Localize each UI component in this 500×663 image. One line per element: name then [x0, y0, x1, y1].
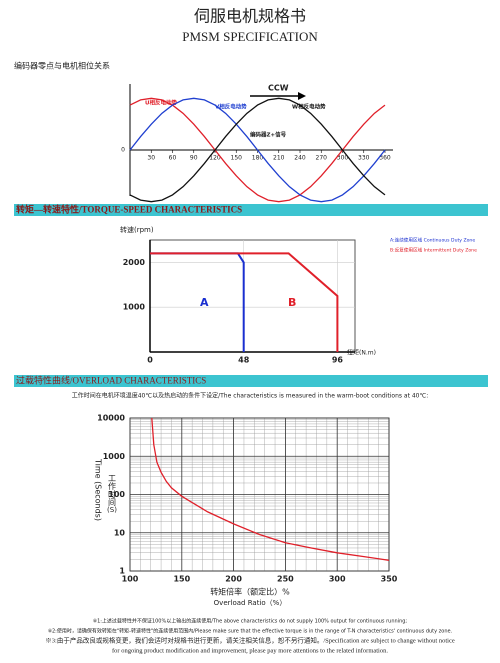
x-tick-label: 120	[209, 155, 221, 162]
y-tick-label: 2000	[123, 258, 146, 267]
x-tick-label: 200	[225, 575, 242, 584]
footnote: ※2:使用时，请确保有效转矩在"转矩-转速特性"的连续使用范围内/Please …	[48, 628, 453, 635]
y-tick-label: 10000	[97, 414, 125, 423]
x-tick-label: 350	[381, 575, 398, 584]
x-tick-label: 300	[337, 155, 349, 162]
x-tick-label: 96	[332, 356, 344, 365]
x-tick-label: 100	[122, 575, 139, 584]
x-tick-label: 300	[329, 575, 346, 584]
x-tick-label: 150	[173, 575, 190, 584]
series-line	[151, 417, 390, 561]
section-heading: 编码器零点与电机相位关系	[14, 61, 110, 71]
x-tick-label: 360	[379, 155, 391, 162]
x-axis-label: 扭矩(N.m)	[347, 349, 376, 357]
y-tick-label: 1000	[123, 303, 146, 312]
x-tick-label: 240	[294, 155, 306, 162]
footnote: for ongoing product modification and imp…	[112, 647, 388, 654]
x-tick-label: 0	[147, 356, 153, 365]
series-label: V相反电动势	[215, 103, 247, 111]
y-tick-label: 100	[108, 490, 125, 499]
x-axis-label: Overload Ratio（%）	[214, 599, 287, 607]
chart-subtitle: 工作时间在电机环境温度40℃以及热启动的条件下设定/The characteri…	[72, 392, 429, 400]
y-tick-label: 0	[121, 147, 125, 154]
x-tick-label: 90	[190, 155, 198, 162]
series-label: W相反电动势	[292, 103, 326, 111]
x-tick-label: 48	[238, 356, 250, 365]
series-line	[129, 97, 386, 203]
x-tick-label: 330	[358, 155, 370, 162]
annotation: 编码器Z+信号	[250, 131, 287, 139]
y-axis-label: 工作时间	[108, 474, 117, 507]
y-axis-label: 转速(rpm)	[120, 225, 154, 234]
x-tick-label: 150	[231, 155, 243, 162]
annotation: B	[288, 296, 296, 309]
legend-entry: B:反复使用区域 Intermittent Duty Zone	[390, 247, 477, 254]
legend-entry: A:连续使用区域 Continuous Duty Zone	[390, 237, 475, 244]
series-line	[129, 97, 386, 203]
doc-subtitle: PMSM SPECIFICATION	[182, 29, 318, 44]
y-axis-label: Time (Seconds)	[94, 458, 103, 521]
y-tick-label: 10	[114, 528, 126, 537]
x-tick-label: 180	[252, 155, 264, 162]
x-tick-label: 60	[169, 155, 177, 162]
section-heading: 转矩—转速特性/TORQUE-SPEED CHARACTERISTICS	[16, 204, 242, 215]
arrow-head	[298, 92, 306, 100]
series-label: U相反电动势	[145, 99, 177, 107]
doc-title: 伺服电机规格书	[194, 8, 306, 26]
section-heading: 过载特性曲线/OVERLOAD CHARACTERISTICS	[16, 375, 206, 386]
y-tick-label: 1	[119, 567, 125, 576]
y-axis-label: (S)	[107, 506, 117, 514]
footnote: ※1:上述过载特性并不保证100%以上输出的连续使用/The above cha…	[93, 618, 408, 625]
x-tick-label: 250	[277, 575, 294, 584]
section-bar	[14, 375, 488, 387]
annotation: CCW	[268, 84, 289, 93]
y-tick-label: 1000	[103, 452, 126, 461]
section-bar	[14, 204, 488, 216]
x-tick-label: 270	[316, 155, 328, 162]
annotation: A	[200, 296, 209, 309]
x-tick-label: 30	[147, 155, 155, 162]
x-tick-label: 210	[273, 155, 285, 162]
footnote: ※3:由于产品改良或规格变更，我们会适时对规格书进行更新，请关注相关信息，恕不另…	[45, 635, 455, 644]
series-line	[150, 252, 339, 352]
x-axis-label: 转矩倍率（额定比）%	[210, 587, 290, 597]
